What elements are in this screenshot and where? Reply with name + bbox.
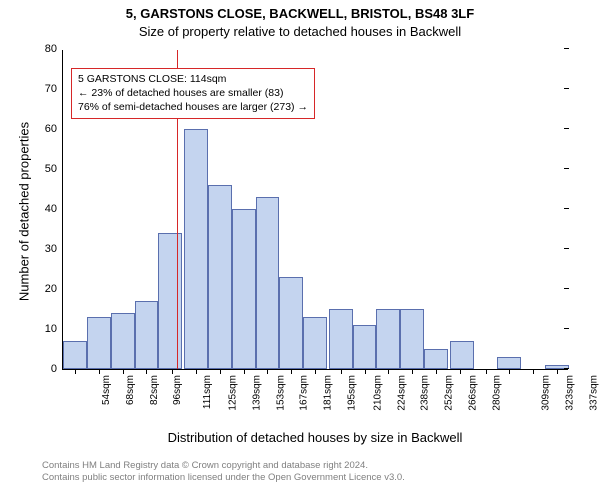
x-tick-mark [341,369,342,374]
y-axis-label: Number of detached properties [17,112,32,312]
x-tick-mark [365,369,366,374]
footer-line2: Contains public sector information licen… [42,472,405,484]
histogram-bar [208,185,232,369]
x-tick-label: 54sqm [101,375,112,405]
x-tick-mark [533,369,534,374]
footer-line1: Contains HM Land Registry data © Crown c… [42,460,405,472]
x-tick-label: 181sqm [323,375,334,411]
x-tick-label: 238sqm [420,375,431,411]
annotation-box: 5 GARSTONS CLOSE: 114sqm← 23% of detache… [71,68,315,119]
histogram-bar [279,277,303,369]
x-tick-mark [412,369,413,374]
x-tick-mark [291,369,292,374]
plot-area: 0102030405060708054sqm68sqm82sqm96sqm111… [62,50,568,370]
histogram-bar [63,341,87,369]
x-tick-label: 266sqm [468,375,479,411]
x-tick-mark [99,369,100,374]
y-tick-mark [564,128,569,129]
x-tick-mark [436,369,437,374]
x-tick-label: 280sqm [492,375,503,411]
x-tick-label: 96sqm [172,375,183,405]
histogram-bar [184,129,208,369]
annotation-line2: ← 23% of detached houses are smaller (83… [78,86,308,100]
x-axis-label: Distribution of detached houses by size … [62,430,568,445]
y-tick-label: 0 [51,363,63,375]
annotation-line3: 76% of semi-detached houses are larger (… [78,100,308,114]
chart-title-line1: 5, GARSTONS CLOSE, BACKWELL, BRISTOL, BS… [0,6,600,21]
y-tick-label: 40 [45,203,63,215]
y-tick-label: 10 [45,323,63,335]
y-tick-mark [564,88,569,89]
chart-title-line2: Size of property relative to detached ho… [0,24,600,39]
y-tick-mark [564,168,569,169]
x-tick-mark [123,369,124,374]
histogram-bar [256,197,280,369]
x-tick-mark [460,369,461,374]
x-tick-mark [388,369,389,374]
x-tick-label: 252sqm [444,375,455,411]
y-tick-label: 50 [45,163,63,175]
x-tick-mark [509,369,510,374]
x-tick-label: 153sqm [275,375,286,411]
histogram-bar [135,301,159,369]
histogram-bar [424,349,448,369]
x-tick-label: 111sqm [202,375,213,409]
y-tick-mark [564,248,569,249]
x-tick-label: 139sqm [251,375,262,411]
x-tick-label: 125sqm [227,375,238,411]
histogram-bar [376,309,400,369]
x-tick-label: 82sqm [149,375,160,405]
attribution-footer: Contains HM Land Registry data © Crown c… [42,460,405,485]
chart-container: 5, GARSTONS CLOSE, BACKWELL, BRISTOL, BS… [0,0,600,500]
x-tick-mark [172,369,173,374]
x-tick-label: 195sqm [347,375,358,411]
x-tick-mark [486,369,487,374]
x-tick-label: 167sqm [299,375,310,411]
y-tick-label: 70 [45,83,63,95]
histogram-bar [497,357,521,369]
histogram-bar [158,233,182,369]
y-tick-label: 60 [45,123,63,135]
histogram-bar [87,317,111,369]
y-tick-label: 30 [45,243,63,255]
x-tick-mark [146,369,147,374]
histogram-bar [400,309,424,369]
annotation-line1: 5 GARSTONS CLOSE: 114sqm [78,72,308,86]
x-tick-label: 323sqm [565,375,576,411]
y-tick-mark [564,288,569,289]
x-tick-mark [244,369,245,374]
x-tick-label: 68sqm [125,375,136,405]
histogram-bar [303,317,327,369]
histogram-bar [329,309,353,369]
y-tick-mark [564,328,569,329]
x-tick-label: 210sqm [372,375,383,411]
histogram-bar [353,325,377,369]
y-tick-mark [564,368,569,369]
x-tick-mark [75,369,76,374]
histogram-bar [111,313,135,369]
x-tick-mark [267,369,268,374]
histogram-bar [232,209,256,369]
y-tick-label: 20 [45,283,63,295]
x-tick-mark [196,369,197,374]
x-tick-mark [220,369,221,374]
y-tick-mark [564,48,569,49]
x-tick-label: 309sqm [541,375,552,411]
x-tick-label: 224sqm [396,375,407,411]
x-tick-label: 337sqm [589,375,600,411]
y-tick-label: 80 [45,43,63,55]
x-tick-mark [315,369,316,374]
x-tick-mark [557,369,558,374]
histogram-bar [450,341,474,369]
y-tick-mark [564,208,569,209]
